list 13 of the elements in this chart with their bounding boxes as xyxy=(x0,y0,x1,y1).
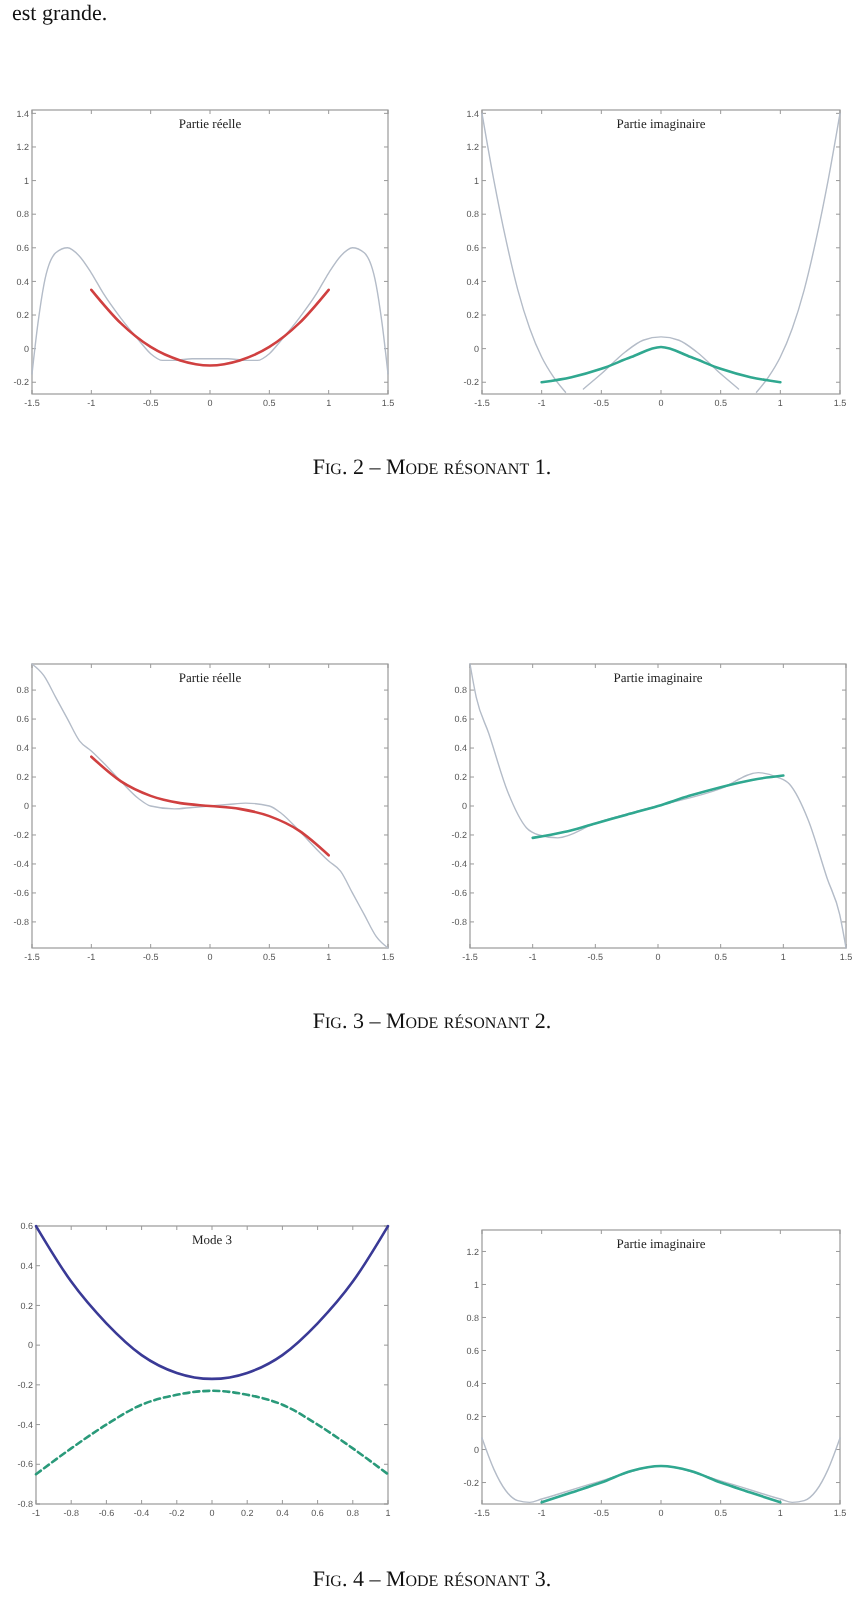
caption: Fig. 3 – Mode résonant 2. xyxy=(312,1010,552,1034)
line-series xyxy=(31,663,389,949)
line-series xyxy=(34,1224,390,1381)
caption: Fig. 2 – Mode résonant 1. xyxy=(312,456,552,480)
line-series xyxy=(90,288,330,367)
line-series xyxy=(31,247,389,375)
text: est grande. xyxy=(12,2,108,26)
line-series xyxy=(540,1464,782,1504)
line-series xyxy=(531,774,785,840)
line-series xyxy=(90,755,330,857)
caption: Fig. 4 – Mode résonant 3. xyxy=(312,1568,552,1592)
line-series xyxy=(540,345,782,384)
line-series xyxy=(34,1389,390,1476)
